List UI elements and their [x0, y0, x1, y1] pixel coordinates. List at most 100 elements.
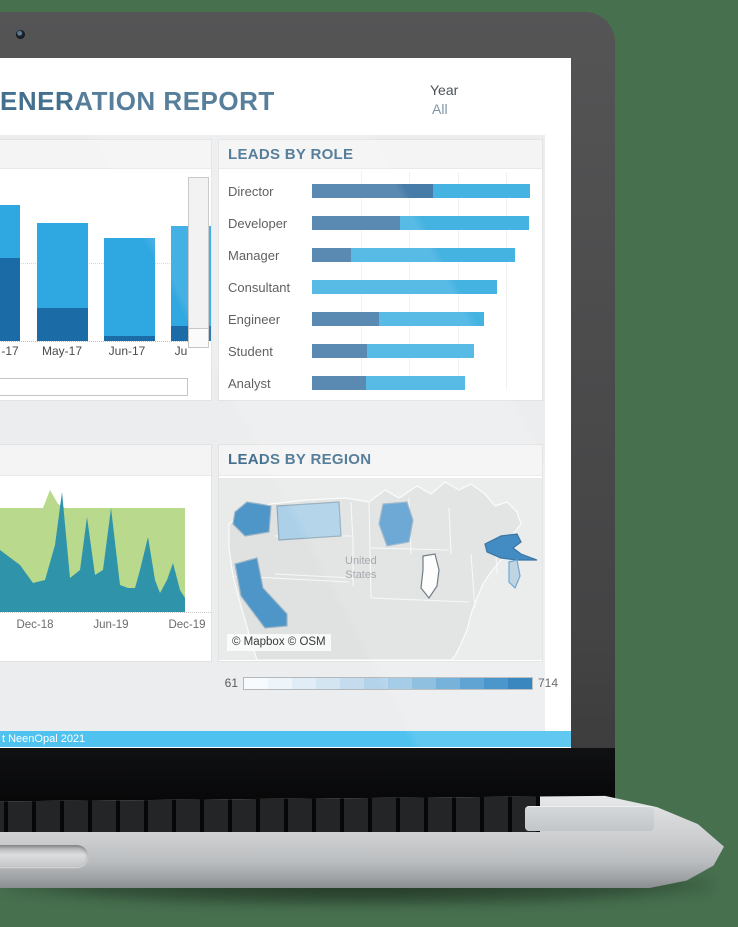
year-filter-value[interactable]: All	[432, 101, 448, 117]
laptop-lid-bezel: ENERATION REPORT Year All -17 May-17 Jun-1…	[0, 12, 615, 806]
state-border	[370, 547, 450, 551]
us-map[interactable]: United States © Mapbox © OSM	[219, 478, 542, 661]
panel-region-title: LEADS BY REGION	[228, 451, 372, 468]
role-bar[interactable]	[312, 280, 497, 294]
month-axis-label: -17	[1, 344, 19, 358]
role-category-label: Director	[228, 183, 274, 199]
state-california[interactable]	[234, 557, 288, 629]
state-montana[interactable]	[276, 501, 342, 541]
page-title: ENERATION REPORT	[0, 86, 275, 116]
legend-step	[268, 678, 292, 689]
color-legend-bar	[243, 677, 533, 690]
legend-step	[292, 678, 316, 689]
month-bar-dark-segment[interactable]	[104, 336, 155, 341]
role-bar[interactable]	[312, 216, 529, 230]
trend-axis-label: Jun-19	[93, 619, 129, 631]
teal-area[interactable]	[0, 492, 185, 612]
month-bar-light-segment[interactable]	[0, 205, 20, 258]
role-category-label: Analyst	[228, 375, 271, 391]
month-bar-light-segment[interactable]	[104, 238, 155, 336]
role-category-label: Developer	[228, 215, 288, 231]
horizontal-scrollbar[interactable]	[0, 378, 188, 396]
role-bar-dark-segment[interactable]	[312, 184, 433, 198]
map-attribution: © Mapbox © OSM	[227, 634, 331, 651]
role-row: Director	[219, 175, 542, 207]
role-bar-light-segment[interactable]	[366, 376, 465, 390]
state-border	[448, 507, 452, 555]
role-bar-dark-segment[interactable]	[312, 312, 379, 326]
month-axis-label: May-17	[41, 344, 83, 358]
state-illinois[interactable]	[420, 553, 440, 600]
role-bar[interactable]	[312, 312, 484, 326]
role-row: Manager	[219, 239, 542, 271]
role-category-label: Engineer	[228, 311, 281, 327]
month-bar[interactable]	[0, 205, 20, 341]
panel-leads-trend: Dec-18 Jun-19 Dec-19	[0, 445, 211, 661]
role-bar-light-segment[interactable]	[433, 184, 530, 198]
month-bar-dark-segment[interactable]	[0, 258, 20, 341]
role-bar[interactable]	[312, 344, 474, 358]
state-minnesota[interactable]	[378, 501, 414, 547]
map-country-label: United States	[345, 555, 377, 581]
legend-step	[412, 678, 436, 689]
role-category-label: Manager	[228, 247, 280, 263]
panel-leads-by-role: LEADS BY ROLE Director Developer Manager Co…	[219, 140, 542, 400]
role-bar-light-segment[interactable]	[400, 216, 529, 230]
month-bar-light-segment[interactable]	[37, 223, 88, 308]
month-bar-dark-segment[interactable]	[37, 308, 88, 341]
month-bar[interactable]	[104, 238, 155, 341]
legend-step	[388, 678, 412, 689]
state-new-york[interactable]	[484, 533, 538, 561]
role-bar[interactable]	[312, 184, 530, 198]
gridline	[506, 172, 508, 390]
webcam-icon	[16, 30, 25, 39]
trend-axis-baseline	[0, 612, 211, 613]
year-filter-label: Year	[430, 82, 459, 98]
panel-role-title: LEADS BY ROLE	[228, 146, 354, 163]
role-row: Developer	[219, 207, 542, 239]
role-bar-light-segment[interactable]	[351, 248, 515, 262]
role-bar-dark-segment[interactable]	[312, 216, 400, 230]
role-bar[interactable]	[312, 376, 465, 390]
role-bar-light-segment[interactable]	[379, 312, 484, 326]
role-row: Consultant	[219, 271, 542, 303]
role-bar-light-segment[interactable]	[312, 280, 497, 294]
scrollbar-thumb[interactable]	[189, 178, 208, 329]
role-row: Analyst	[219, 367, 542, 399]
panel-region-header	[219, 445, 542, 476]
laptop-screen: ENERATION REPORT Year All -17 May-17 Jun-1…	[0, 58, 571, 748]
panel-leads-by-month: -17 May-17 Jun-17 Ju	[0, 140, 211, 400]
role-bar[interactable]	[312, 248, 515, 262]
panel-month-header	[0, 140, 211, 169]
legend-step	[484, 678, 508, 689]
screen-glass-bottom	[0, 748, 615, 806]
legend-min-value: 61	[224, 676, 238, 690]
role-bar-dark-segment[interactable]	[312, 344, 367, 358]
role-bar-light-segment[interactable]	[367, 344, 474, 358]
state-border	[368, 501, 372, 599]
month-bar[interactable]	[37, 223, 88, 341]
trackpad[interactable]	[525, 806, 654, 831]
state-border	[274, 573, 354, 579]
legend-step	[364, 678, 388, 689]
year-filter[interactable]: Year All	[430, 82, 510, 117]
role-bar-dark-segment[interactable]	[312, 376, 366, 390]
state-washington[interactable]	[232, 501, 272, 537]
footer-text: t NeenOpal 2021	[2, 733, 86, 745]
panel-leads-by-region: LEADS BY REGION United States © Mapbox ©…	[219, 445, 542, 661]
role-row: Engineer	[219, 303, 542, 335]
state-border	[350, 501, 354, 543]
state-border	[370, 597, 470, 603]
trend-area-chart[interactable]	[0, 478, 211, 612]
vertical-scrollbar[interactable]	[188, 177, 209, 348]
role-category-label: Consultant	[228, 279, 291, 295]
legend-max-value: 714	[538, 676, 559, 690]
legend-step	[340, 678, 364, 689]
panel-trend-header	[0, 445, 211, 476]
role-bar-dark-segment[interactable]	[312, 248, 351, 262]
us-map-svg	[228, 481, 538, 661]
laptop-base	[0, 795, 724, 888]
legend-step	[508, 678, 532, 689]
state-new-jersey[interactable]	[508, 559, 521, 590]
